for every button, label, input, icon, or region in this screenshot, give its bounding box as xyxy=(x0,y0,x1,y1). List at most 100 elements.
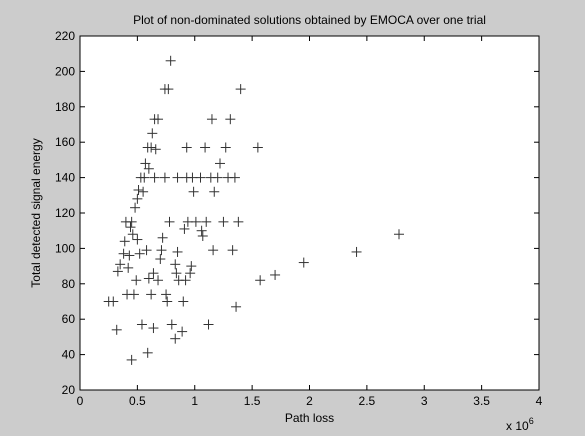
y-tick-label: 60 xyxy=(62,312,76,326)
data-point xyxy=(146,142,157,153)
data-point xyxy=(172,172,183,183)
data-point xyxy=(214,158,225,169)
data-point xyxy=(132,193,143,204)
chart-title: Plot of non-dominated solutions obtained… xyxy=(133,13,486,27)
x-tick-label: 0.5 xyxy=(129,394,146,408)
y-tick-label: 160 xyxy=(55,135,75,149)
data-point xyxy=(132,234,143,245)
data-point xyxy=(149,172,160,183)
x-axis-multiplier-base: x 10 xyxy=(506,419,529,433)
data-point xyxy=(112,266,123,277)
data-point xyxy=(351,246,362,257)
y-axis-ticks: 20 40 60 80 100 120 140 160 180 200 220 xyxy=(55,29,539,397)
data-point xyxy=(156,245,167,256)
x-tick-label: 4 xyxy=(536,394,543,408)
data-point xyxy=(170,259,181,270)
data-point xyxy=(185,268,196,279)
data-point xyxy=(140,158,151,169)
x-tick-label: 1.5 xyxy=(244,394,261,408)
data-point xyxy=(270,269,281,280)
data-point xyxy=(208,245,219,256)
data-point xyxy=(126,216,137,227)
data-point xyxy=(181,142,192,153)
data-point xyxy=(195,172,206,183)
data-point xyxy=(123,262,134,273)
data-point xyxy=(220,142,231,153)
data-point xyxy=(134,248,145,259)
data-point xyxy=(119,236,130,247)
data-point xyxy=(200,142,211,153)
data-point xyxy=(150,144,161,155)
data-point xyxy=(209,186,220,197)
data-point xyxy=(146,289,157,300)
data-point xyxy=(157,232,168,243)
x-axis-multiplier-exponent: 6 xyxy=(529,416,534,426)
data-point xyxy=(139,172,150,183)
data-point xyxy=(178,296,189,307)
scatter-markers xyxy=(103,55,405,365)
data-point xyxy=(142,347,153,358)
data-point xyxy=(166,319,177,330)
data-point xyxy=(231,301,242,312)
data-point xyxy=(147,128,158,139)
data-point xyxy=(180,275,191,286)
data-point xyxy=(235,84,246,95)
data-point xyxy=(190,216,201,227)
data-point xyxy=(233,216,244,227)
x-axis-label: Path loss xyxy=(285,411,334,425)
y-tick-label: 120 xyxy=(55,206,75,220)
data-point xyxy=(161,289,172,300)
data-point xyxy=(155,254,166,265)
data-point xyxy=(153,275,164,286)
data-point xyxy=(229,172,240,183)
data-point xyxy=(125,222,136,233)
data-point xyxy=(118,248,129,259)
data-point xyxy=(143,163,154,174)
data-point xyxy=(196,225,207,236)
x-tick-label: 2.5 xyxy=(359,394,376,408)
data-point xyxy=(186,261,197,272)
y-tick-label: 80 xyxy=(62,277,76,291)
data-point xyxy=(165,55,176,66)
data-point xyxy=(170,333,181,344)
data-point xyxy=(136,319,147,330)
data-point xyxy=(298,257,309,268)
data-point xyxy=(108,296,119,307)
y-tick-label: 20 xyxy=(62,383,76,397)
x-axis-multiplier: x 106 xyxy=(506,416,534,433)
data-point xyxy=(201,216,212,227)
data-point xyxy=(188,186,199,197)
data-point xyxy=(252,142,263,153)
data-point xyxy=(143,273,154,284)
y-tick-label: 40 xyxy=(62,348,76,362)
x-axis-ticks: 0 0.5 1 1.5 2 2.5 3 3.5 4 xyxy=(77,36,543,408)
data-point xyxy=(111,324,122,335)
data-point xyxy=(255,275,266,286)
data-point xyxy=(172,246,183,257)
data-point xyxy=(141,245,152,256)
data-point xyxy=(128,289,139,300)
data-point xyxy=(127,229,138,240)
data-point xyxy=(163,84,174,95)
data-point xyxy=(206,114,217,125)
data-point xyxy=(164,216,175,227)
data-point xyxy=(218,216,229,227)
y-tick-label: 100 xyxy=(55,241,75,255)
data-point xyxy=(126,354,137,365)
data-point xyxy=(131,275,142,286)
x-tick-label: 3.5 xyxy=(473,394,490,408)
y-tick-label: 140 xyxy=(55,171,75,185)
data-point xyxy=(138,186,149,197)
y-tick-label: 220 xyxy=(55,29,75,43)
data-point xyxy=(124,250,135,261)
y-axis-label: Total detected signal energy xyxy=(29,138,43,287)
data-point xyxy=(115,259,126,270)
x-tick-label: 2 xyxy=(306,394,313,408)
data-point xyxy=(197,231,208,242)
data-point xyxy=(394,229,405,240)
y-tick-label: 180 xyxy=(55,100,75,114)
data-point xyxy=(203,319,214,330)
data-point xyxy=(133,184,144,195)
axes-background xyxy=(79,35,540,391)
data-point xyxy=(179,223,190,234)
